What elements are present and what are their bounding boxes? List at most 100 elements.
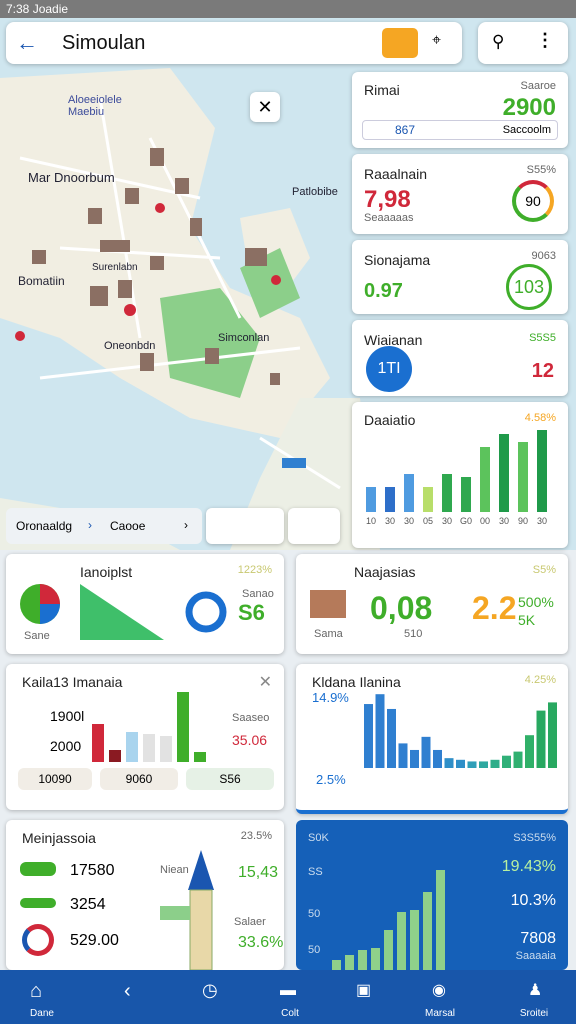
- card-title: Kldana Ilanina: [312, 674, 401, 690]
- nav-icon[interactable]: ▣: [356, 982, 372, 999]
- pill[interactable]: S56: [186, 768, 274, 790]
- nav-label[interactable]: Dane: [30, 1008, 54, 1019]
- pill[interactable]: 9060: [100, 768, 178, 790]
- side-label: Saaseo: [232, 712, 270, 724]
- status-time: 7:38 Joadie: [6, 2, 69, 16]
- nav-label[interactable]: Marsal: [424, 1008, 455, 1019]
- close-button[interactable]: ✕: [258, 674, 272, 691]
- map-label: Simconlan: [218, 332, 270, 344]
- card-sub: Saaaaia: [515, 950, 556, 962]
- card-title: Daaiatio: [364, 412, 416, 428]
- back-button[interactable]: ←: [16, 30, 38, 55]
- card-note: S5S5: [529, 332, 556, 344]
- bar-label: 30: [442, 516, 452, 526]
- tool-buttons[interactable]: [206, 508, 284, 544]
- menu-button[interactable]: ⋮: [536, 30, 554, 50]
- stat: 10.3%: [510, 892, 556, 909]
- card: Ianoiplst 1223% Sane Sanao S6: [6, 554, 284, 654]
- map-label: Surenlabn: [92, 262, 138, 273]
- bar-chart: [332, 870, 445, 970]
- breadcrumb-item[interactable]: Oronaaldg: [16, 519, 73, 533]
- bar: [160, 736, 172, 762]
- bar: [385, 487, 395, 512]
- bar-label: 00: [480, 516, 490, 526]
- card-value: 2.2: [472, 590, 517, 626]
- bar-chart: 10 30 30 05 30 G0 00 30 90 30: [366, 430, 547, 526]
- bar-label: 30: [537, 516, 547, 526]
- card-title: Rimai: [364, 82, 400, 98]
- card-title: Meinjassoia: [22, 830, 96, 846]
- breadcrumb-item[interactable]: Caooe: [110, 519, 146, 533]
- card-badge: 867: [395, 123, 416, 137]
- ring-sub: Sanao: [242, 588, 274, 600]
- card-value: 0,08: [370, 590, 433, 626]
- card-sub: Sane: [24, 630, 50, 642]
- bar: [444, 758, 454, 768]
- row-value: 2000: [50, 738, 82, 754]
- card-pct: 5K: [518, 612, 536, 628]
- close-button[interactable]: ✕: [250, 92, 280, 122]
- card-title: Ianoiplst: [80, 564, 133, 580]
- tag: Salaer: [234, 916, 266, 928]
- app-actions: ⚲ ⋮: [478, 22, 568, 64]
- breadcrumb: Oronaaldg › Caooe ›: [6, 508, 202, 544]
- bar: [143, 734, 155, 762]
- bar: [410, 749, 419, 768]
- map-labels: Aloeeiolele Maebiu Mar Dnoorbum Patlobib…: [0, 18, 352, 508]
- bar: [442, 474, 452, 512]
- bar: [436, 870, 445, 970]
- icon: [20, 898, 56, 908]
- tower: [160, 850, 214, 970]
- nav-icon[interactable]: ‹: [124, 980, 131, 1002]
- axis-bottom: 2.5%: [316, 772, 346, 787]
- bar: [467, 761, 477, 768]
- bar: [109, 750, 121, 762]
- side-card: Raaalnain S55% 7,98 Seaaaaas 90: [352, 154, 568, 234]
- gauge: 103: [506, 264, 552, 310]
- nav-icon[interactable]: ▬: [280, 982, 296, 999]
- bar-chart: [364, 694, 557, 768]
- pill[interactable]: 10090: [18, 768, 92, 790]
- bar: [537, 430, 547, 512]
- search-button[interactable]: ⚲: [492, 32, 505, 51]
- card-sub: Saccoolm: [502, 124, 551, 136]
- bar: [499, 434, 509, 512]
- bar: [364, 704, 373, 768]
- card-note: S3S55%: [513, 832, 556, 844]
- map-label: Mar Dnoorbum: [28, 170, 115, 185]
- icon: [20, 862, 56, 876]
- illustrations: [20, 584, 227, 640]
- status-bar: 7:38 Joadie: [0, 0, 576, 18]
- map-label: Aloeeiolele Maebiu: [68, 94, 122, 118]
- nav-icon[interactable]: ◷: [202, 980, 218, 1000]
- bar: [479, 761, 488, 768]
- nav-icon[interactable]: ♟: [528, 982, 543, 999]
- nav-label[interactable]: Sroitei: [519, 1008, 549, 1019]
- breadcrumb-sep: ›: [184, 518, 188, 532]
- bar: [423, 487, 433, 512]
- card-note: Saaroe: [520, 80, 556, 92]
- card-sub: 510: [404, 628, 423, 640]
- axis-label: SS: [308, 866, 323, 878]
- bar: [194, 752, 206, 762]
- card-title: Raaalnain: [364, 166, 428, 182]
- card-value: 7,98: [364, 186, 411, 213]
- bar: [513, 751, 523, 768]
- tool-buttons[interactable]: [288, 508, 340, 544]
- stat: 19.43%: [501, 858, 556, 875]
- side-value: 35.06: [232, 732, 268, 748]
- location-button[interactable]: ⌖: [432, 32, 442, 49]
- gauge: 90: [512, 180, 554, 222]
- nav-icon[interactable]: ⌂: [30, 980, 43, 1002]
- bar: [518, 442, 528, 512]
- bar: [421, 736, 431, 768]
- map-label: Bomatiin: [18, 274, 65, 288]
- row-value: 529.00: [70, 932, 119, 949]
- axis-top: 14.9%: [312, 690, 349, 705]
- nav-label[interactable]: Colt: [281, 1008, 299, 1019]
- nav-icon[interactable]: ◉: [432, 982, 446, 999]
- action-button[interactable]: [382, 28, 418, 58]
- bar: [398, 743, 408, 768]
- card: Naajasias S5% Sama 0,08 510 2.2 500% 5K: [296, 554, 568, 654]
